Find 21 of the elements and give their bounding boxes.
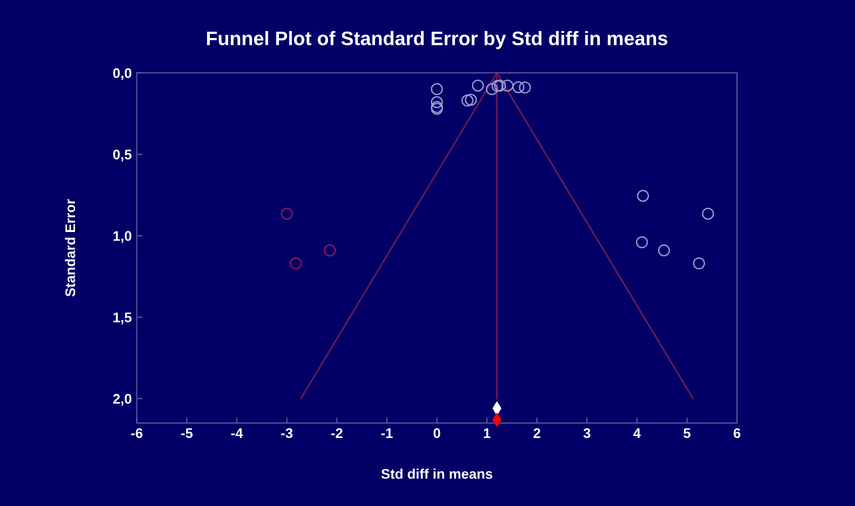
- x-tick-label: -5: [181, 428, 193, 438]
- y-tick-label: 1,0: [114, 231, 132, 243]
- y-axis-title: Standard Error: [64, 199, 76, 297]
- x-tick-label: 2: [534, 428, 540, 438]
- x-tick-label: -2: [331, 428, 342, 438]
- y-tick-label: 2,0: [113, 394, 132, 406]
- y-tick-label: 1,5: [114, 312, 132, 324]
- x-axis-title: Std diff in means: [381, 468, 492, 479]
- x-tick-label: -4: [231, 428, 243, 438]
- x-tick-label: 6: [734, 428, 740, 438]
- x-tick-label: -6: [131, 428, 142, 438]
- x-tick-label: 3: [583, 428, 590, 438]
- x-tick-label: -1: [381, 428, 393, 438]
- x-tick-label: -3: [281, 428, 293, 438]
- x-tick-label: 0: [434, 428, 440, 438]
- x-tick-label: 1: [484, 428, 490, 438]
- x-tick-label: 4: [633, 428, 641, 438]
- y-tick-label: 0,5: [113, 150, 132, 162]
- x-tick-label: 5: [684, 428, 690, 438]
- chart-title: Funnel Plot of Standard Error by Std diff in means: [207, 30, 668, 50]
- y-tick-label: 0,0: [113, 68, 132, 80]
